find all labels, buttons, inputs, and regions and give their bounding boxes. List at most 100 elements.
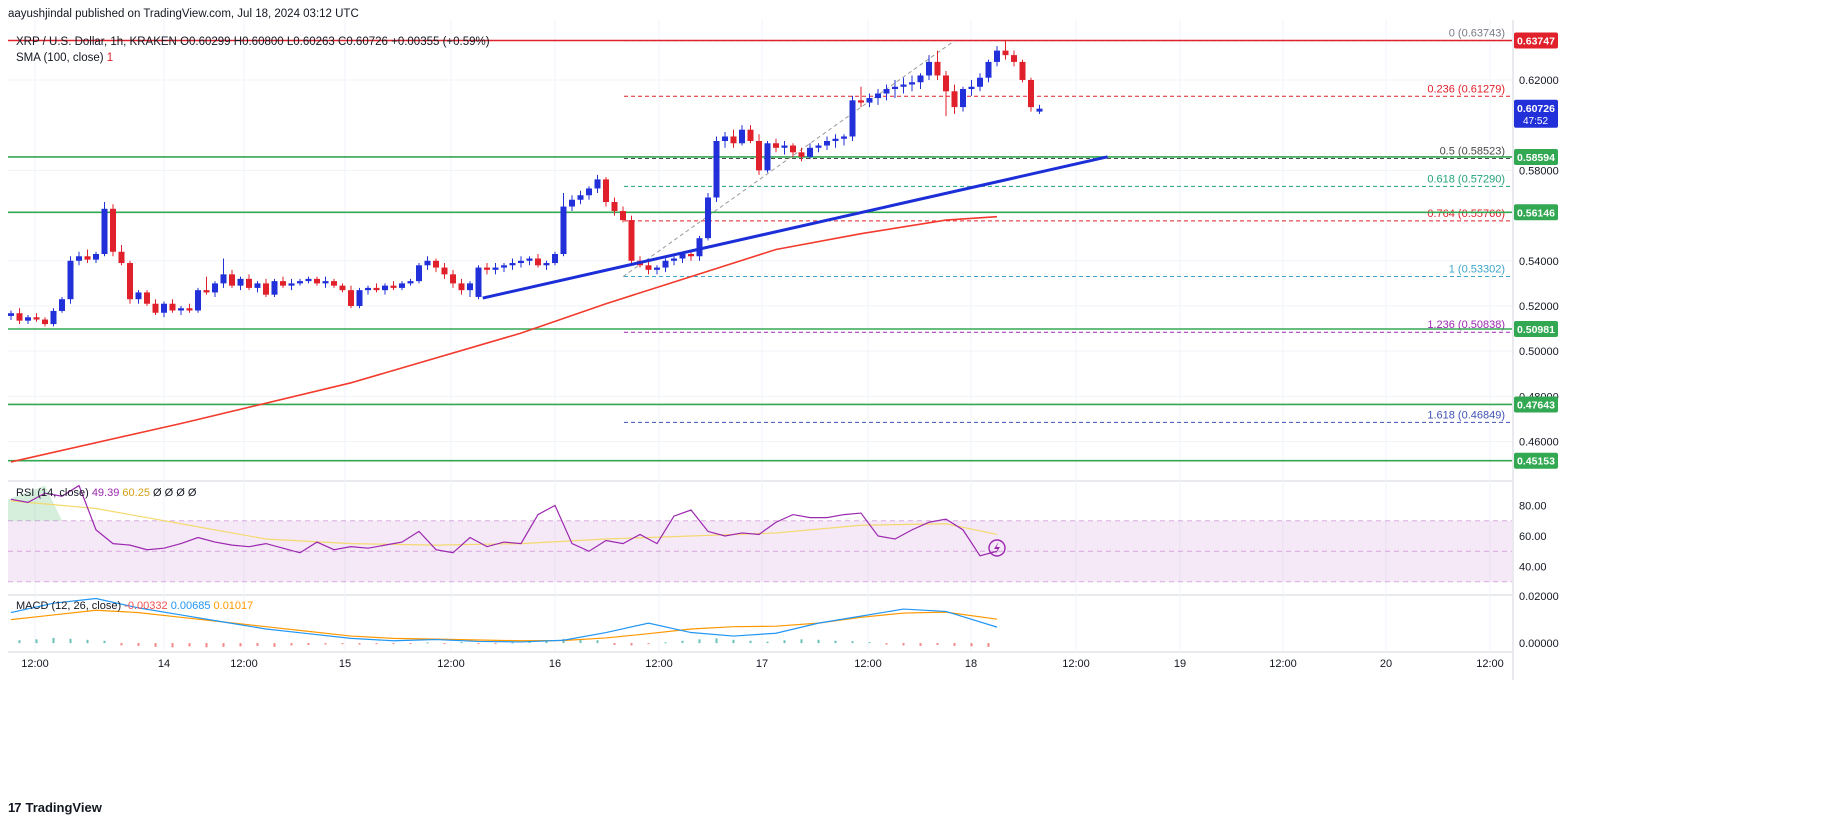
macd-histogram-bar bbox=[256, 643, 259, 646]
candle-body bbox=[713, 141, 720, 198]
macd-histogram-bar bbox=[800, 639, 803, 644]
candle-body bbox=[722, 136, 728, 141]
sma-value: 1 bbox=[106, 52, 114, 64]
candle-body bbox=[501, 265, 507, 268]
fib-level-label: 0 (0.63743) bbox=[1449, 28, 1505, 40]
rsi-legend-value: Ø bbox=[176, 487, 188, 499]
x-tick-label: 16 bbox=[549, 658, 561, 670]
candle-body bbox=[356, 290, 363, 306]
macd-histogram-bar bbox=[443, 643, 446, 645]
rsi-legend-value: Ø bbox=[153, 487, 165, 499]
publisher-line: aayushjindal published on TradingView.co… bbox=[8, 8, 359, 20]
candle-body bbox=[866, 98, 873, 103]
candle-body bbox=[118, 251, 125, 264]
x-tick-label: 14 bbox=[158, 658, 170, 670]
macd-histogram-bar bbox=[732, 639, 735, 644]
last-price-label: 0.60726 bbox=[1517, 103, 1555, 115]
fib-anchor-line bbox=[622, 40, 955, 278]
macd-histogram-bar bbox=[18, 640, 21, 644]
rsi-legend: RSI (14, close) 49.39 60.25 Ø Ø Ø Ø bbox=[16, 487, 197, 499]
candle-body bbox=[135, 292, 142, 300]
candle-body bbox=[424, 260, 431, 266]
candle-body bbox=[93, 254, 99, 260]
macd-histogram-bar bbox=[817, 639, 820, 644]
level-price-tag bbox=[1514, 321, 1558, 338]
candle-body bbox=[917, 75, 924, 83]
candle-body bbox=[832, 138, 839, 141]
candle-body bbox=[577, 195, 584, 200]
candle-body bbox=[943, 75, 949, 92]
candle-body bbox=[161, 303, 167, 313]
candle-body bbox=[127, 263, 133, 300]
macd-histogram-bar bbox=[902, 643, 905, 646]
symbol-info: XRP / U.S. Dollar, 1h, KRAKEN O0.60299 H… bbox=[16, 36, 490, 48]
candle-body bbox=[144, 292, 150, 304]
candle-body bbox=[101, 208, 108, 254]
macd-histogram-bar bbox=[137, 643, 140, 646]
candle-body bbox=[110, 208, 116, 252]
macd-histogram-bar bbox=[494, 643, 497, 645]
candle-body bbox=[195, 290, 201, 311]
candle-body bbox=[288, 283, 295, 286]
macd-histogram-bar bbox=[103, 640, 106, 644]
rsi-legend-value: 49.39 bbox=[92, 487, 123, 499]
candle-body bbox=[1019, 61, 1026, 80]
macd-histogram-bar bbox=[749, 640, 752, 644]
candle-body bbox=[747, 129, 754, 141]
macd-histogram-bar bbox=[630, 643, 633, 646]
macd-histogram-bar bbox=[664, 642, 667, 644]
x-tick-label: 17 bbox=[756, 658, 768, 670]
macd-legend: MACD (12, 26, close) -0.00332 0.00685 0.… bbox=[16, 600, 253, 612]
macd-histogram-bar bbox=[715, 638, 718, 644]
macd-histogram-bar bbox=[52, 637, 55, 644]
macd-histogram-bar bbox=[596, 640, 599, 644]
symbol-name[interactable]: XRP / U.S. Dollar, 1h, KRAKEN bbox=[16, 36, 177, 48]
level-price-tag bbox=[1514, 452, 1558, 469]
sma-legend[interactable]: SMA (100, close) 1 bbox=[16, 52, 113, 64]
macd-y-tick-label: 0.00000 bbox=[1519, 638, 1559, 650]
macd-histogram-bar bbox=[86, 639, 89, 644]
fib-level-label: 0.618 (0.57290) bbox=[1427, 173, 1505, 185]
candle-body bbox=[314, 278, 320, 284]
candle-body bbox=[416, 265, 422, 282]
candle-body bbox=[246, 278, 252, 288]
tradingview-logo[interactable]: 17 TradingView bbox=[8, 800, 102, 815]
candle-body bbox=[611, 202, 618, 212]
candle-body bbox=[560, 206, 567, 254]
tradingview-logo-icon: 17 bbox=[8, 800, 22, 815]
x-tick-label: 12:00 bbox=[1269, 658, 1297, 670]
level-price-label: 0.47643 bbox=[1517, 399, 1555, 411]
candle-body bbox=[220, 274, 227, 284]
candle-body bbox=[628, 220, 635, 261]
candle-body bbox=[773, 143, 779, 148]
rsi-y-tick-label: 40.00 bbox=[1519, 562, 1547, 574]
macd-histogram-bar bbox=[528, 641, 531, 644]
macd-histogram-bar bbox=[239, 643, 242, 647]
macd-histogram-bar bbox=[35, 639, 38, 644]
macd-histogram-bar bbox=[324, 643, 327, 645]
macd-histogram-bar bbox=[885, 643, 888, 645]
candle-body bbox=[407, 281, 414, 284]
macd-histogram-bar bbox=[222, 643, 225, 647]
candle-body bbox=[977, 77, 983, 87]
candle-body bbox=[467, 283, 473, 291]
x-tick-label: 15 bbox=[339, 658, 351, 670]
price-change: +0.00355 (+0.59%) bbox=[391, 36, 490, 48]
macd-histogram-bar bbox=[698, 639, 701, 644]
candle-body bbox=[535, 258, 541, 266]
candle-body bbox=[178, 308, 184, 311]
candle-body bbox=[1036, 108, 1043, 112]
candle-body bbox=[348, 290, 354, 306]
x-tick-label: 19 bbox=[1174, 658, 1186, 670]
candle-body bbox=[433, 260, 439, 268]
rsi-y-tick-label: 80.00 bbox=[1519, 500, 1547, 512]
macd-histogram-bar bbox=[341, 643, 344, 645]
candle-body bbox=[382, 285, 388, 291]
rsi-legend-value: Ø bbox=[165, 487, 177, 499]
rsi-legend-value: Ø bbox=[188, 487, 197, 499]
macd-histogram-bar bbox=[375, 643, 378, 645]
candle-body bbox=[212, 283, 218, 293]
candle-body bbox=[450, 274, 456, 284]
